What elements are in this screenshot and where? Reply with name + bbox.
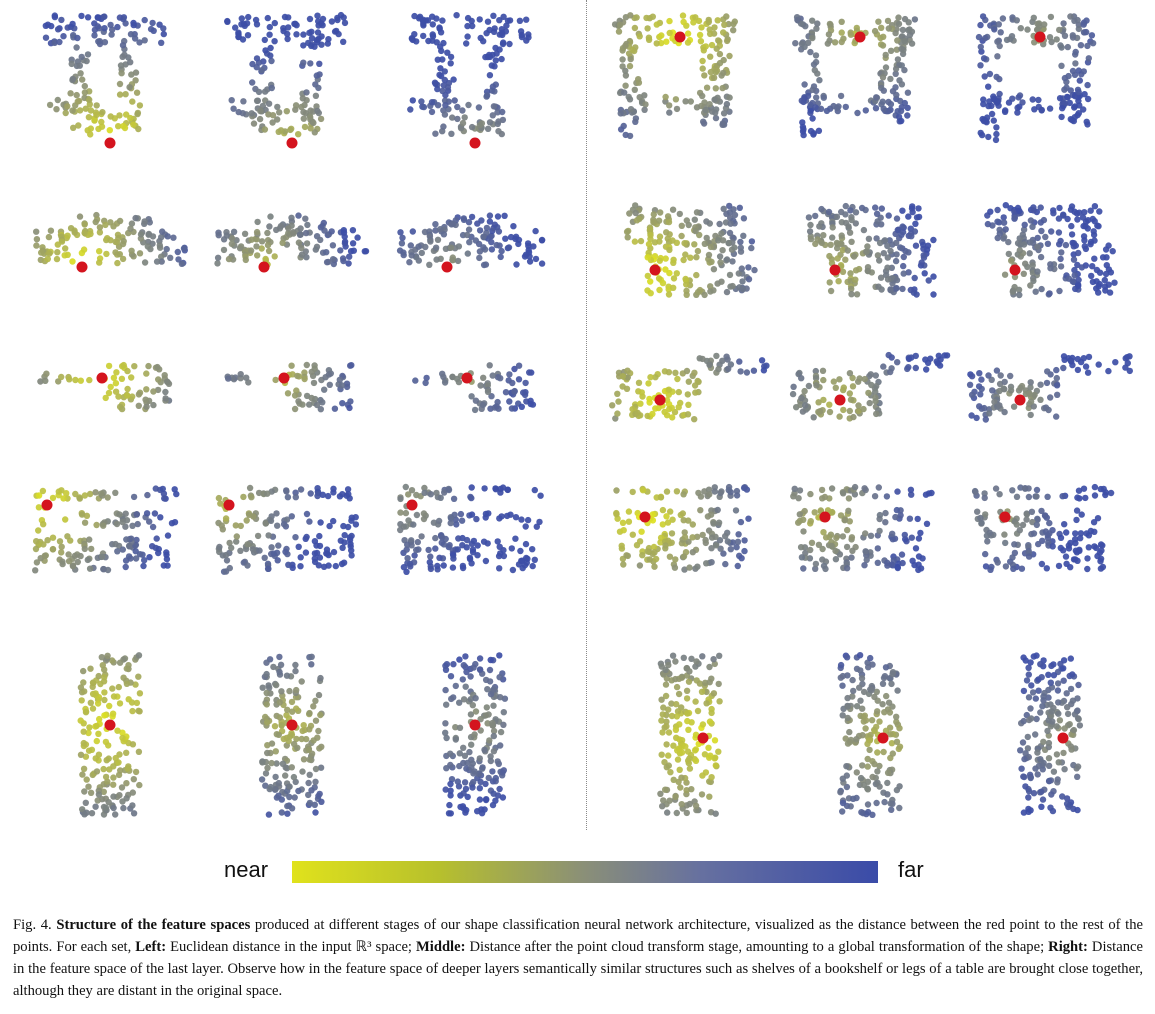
query-point: [41, 499, 53, 511]
desk-right-set-middle-cloud: [785, 475, 960, 605]
query-point: [469, 137, 481, 149]
query-point: [406, 499, 418, 511]
guitar-right-set-right-cloud: [965, 345, 1140, 445]
caption-text-1: produced at different stages of our shap…: [13, 917, 1143, 955]
query-point: [697, 732, 709, 744]
query-point: [1057, 732, 1069, 744]
query-point: [819, 511, 831, 523]
query-point: [258, 261, 270, 273]
query-point: [639, 511, 651, 523]
query-point: [829, 264, 841, 276]
query-point: [76, 261, 88, 273]
table-right-set-right-cloud: [965, 5, 1140, 165]
query-point: [104, 719, 116, 731]
caption-right-text: Distance in the feature space of the las…: [13, 939, 1143, 999]
caption-middle-label: Middle:: [416, 939, 466, 955]
colorbar-far-label: far: [898, 857, 924, 882]
query-point: [877, 732, 889, 744]
car-left-set-right-cloud: [395, 185, 570, 325]
desk-right-set-right-cloud: [965, 475, 1140, 605]
car-right-set-middle-cloud: [785, 185, 960, 325]
query-point: [441, 261, 453, 273]
table-left-set-left-cloud: [30, 5, 205, 165]
table-right-set-left-cloud: [605, 5, 780, 165]
table-left-set-middle-cloud: [212, 5, 387, 165]
query-point: [1034, 31, 1046, 43]
car-right-set-left-cloud: [605, 185, 780, 325]
table-left-set-right-cloud: [395, 5, 570, 165]
query-point: [1014, 394, 1026, 406]
query-point: [286, 137, 298, 149]
point-cloud-figure: [30, 0, 1140, 830]
query-point: [469, 719, 481, 731]
guitar-left-set-middle-cloud: [212, 345, 387, 445]
car-right-set-right-cloud: [965, 185, 1140, 325]
query-point: [96, 372, 108, 384]
guitar-right-set-middle-cloud: [785, 345, 960, 445]
colorbar-gradient: [292, 861, 878, 883]
bookshelf-left-set-left-cloud: [30, 650, 205, 825]
figure-caption: Fig. 4. Structure of the feature spaces …: [13, 914, 1143, 1002]
query-point: [223, 499, 235, 511]
caption-title: Structure of the feature spaces: [56, 917, 251, 933]
guitar-left-set-right-cloud: [395, 345, 570, 445]
query-point: [999, 511, 1011, 523]
bookshelf-left-set-right-cloud: [395, 650, 570, 825]
car-left-set-middle-cloud: [212, 185, 387, 325]
caption-right-label: Right:: [1048, 939, 1088, 955]
query-point: [834, 394, 846, 406]
caption-left-label: Left:: [135, 939, 167, 955]
caption-fig-label: Fig. 4.: [13, 917, 52, 933]
bookshelf-left-set-middle-cloud: [212, 650, 387, 825]
desk-left-set-left-cloud: [30, 475, 205, 605]
caption-middle-text: Distance after the point cloud transform…: [465, 939, 1049, 955]
set-divider: [586, 0, 587, 830]
colorbar-near-label: near: [224, 857, 269, 882]
bookshelf-right-set-right-cloud: [965, 650, 1140, 825]
desk-left-set-right-cloud: [395, 475, 570, 605]
table-right-set-middle-cloud: [785, 5, 960, 165]
query-point: [1009, 264, 1021, 276]
bookshelf-right-set-middle-cloud: [785, 650, 960, 825]
query-point: [854, 31, 866, 43]
query-point: [104, 137, 116, 149]
distance-colorbar: near far: [0, 850, 1155, 890]
bookshelf-right-set-left-cloud: [605, 650, 780, 825]
desk-right-set-left-cloud: [605, 475, 780, 605]
query-point: [286, 719, 298, 731]
guitar-left-set-left-cloud: [30, 345, 205, 445]
query-point: [461, 372, 473, 384]
query-point: [278, 372, 290, 384]
query-point: [654, 394, 666, 406]
guitar-right-set-left-cloud: [605, 345, 780, 445]
caption-left-text: Euclidean distance in the input ℝ³ space…: [166, 939, 416, 955]
query-point: [674, 31, 686, 43]
car-left-set-left-cloud: [30, 185, 205, 325]
query-point: [649, 264, 661, 276]
desk-left-set-middle-cloud: [212, 475, 387, 605]
